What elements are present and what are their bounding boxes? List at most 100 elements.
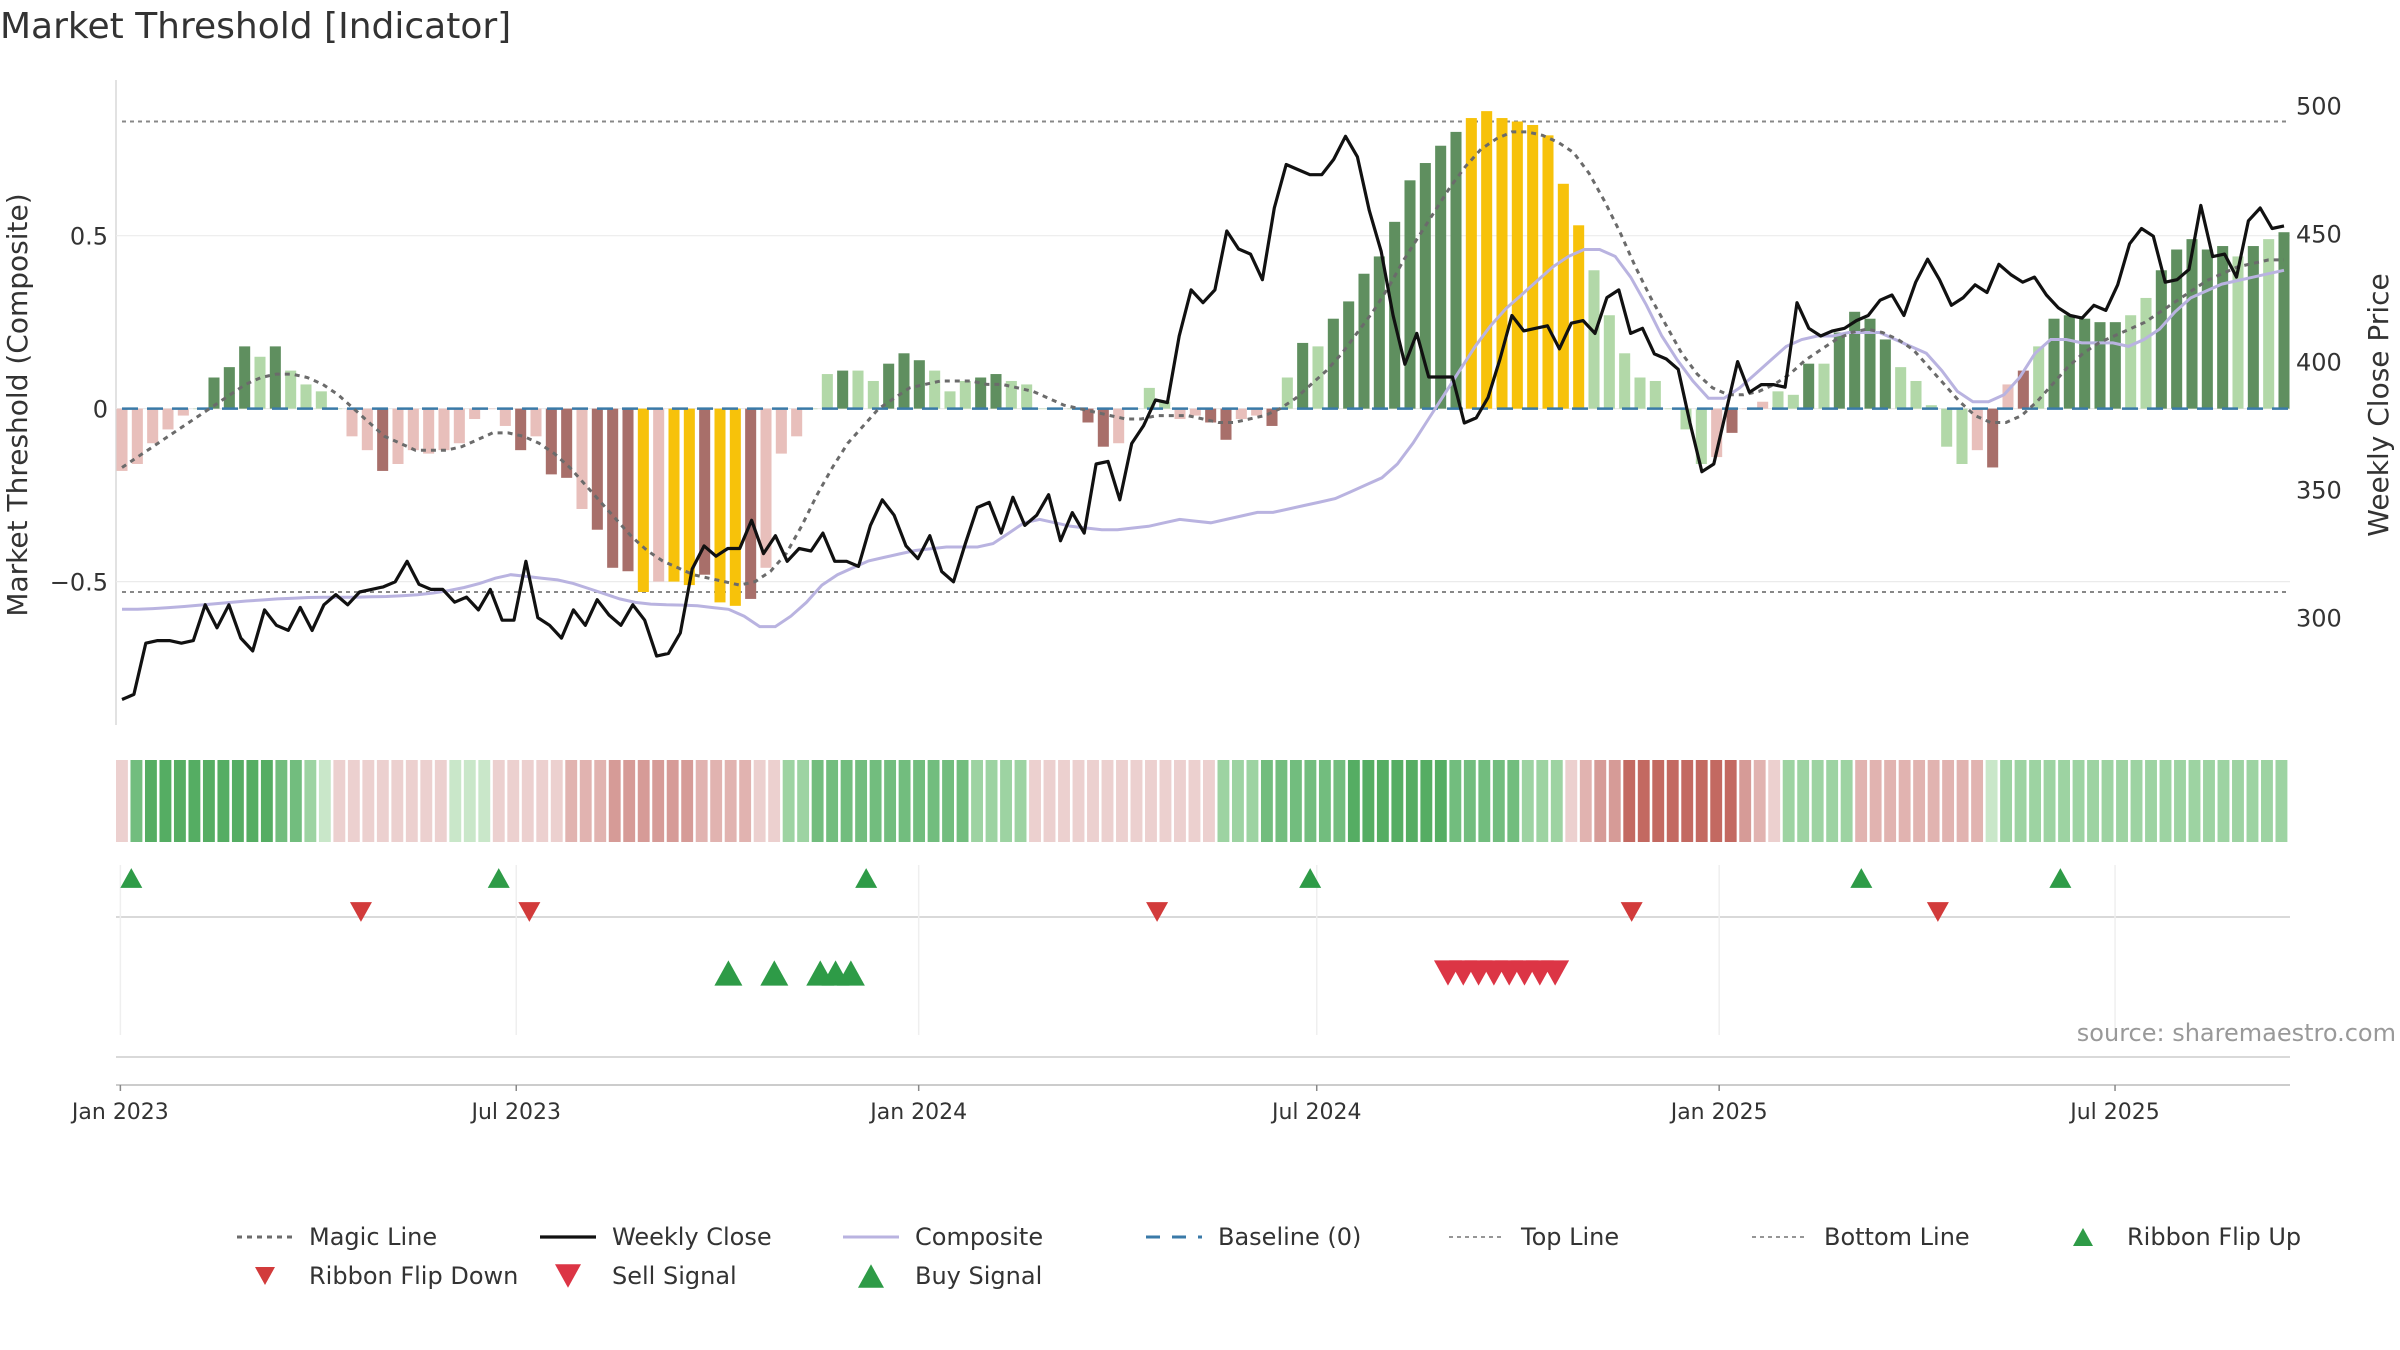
legend-swatch [858, 1264, 884, 1288]
ribbon-cell [1072, 760, 1085, 842]
ribbon-cell [2174, 760, 2186, 842]
ribbon-cell [811, 760, 824, 842]
ribbon-cell [1550, 760, 1563, 842]
composite-bar [1235, 408, 1247, 420]
ribbon-cell [173, 760, 186, 842]
ribbon-cell [347, 760, 360, 842]
ribbon-cell [623, 760, 636, 842]
ribbon-cell [2232, 760, 2244, 842]
composite-bar [2002, 384, 2014, 409]
ribbon-cell [594, 760, 607, 842]
x-tick-label: Jan 2023 [70, 1100, 169, 1125]
composite-bar [668, 408, 680, 582]
ribbon-cell [1043, 760, 1056, 842]
composite-bar [576, 408, 588, 509]
composite-bar [1772, 391, 1784, 409]
ribbon-cell [942, 760, 955, 842]
composite-bar [1665, 408, 1677, 410]
legend-swatch [555, 1264, 581, 1288]
ribbon-cell [768, 760, 781, 842]
composite-bar [729, 408, 741, 606]
legend-label: Sell Signal [612, 1262, 737, 1290]
ribbon-cell [1927, 760, 1940, 842]
composite-bar [1895, 367, 1907, 409]
weekly-close-line [121, 134, 2285, 701]
composite-bar [116, 408, 128, 471]
composite-bar [1879, 339, 1891, 409]
ribbon-cell [1275, 760, 1288, 842]
legend-label: Ribbon Flip Down [309, 1262, 518, 1290]
ribbon-cell [1855, 760, 1868, 842]
legend-item: Baseline (0) [1146, 1223, 1361, 1251]
composite-bar [852, 370, 864, 409]
composite-bar [883, 363, 895, 409]
ribbon-cell [565, 760, 578, 842]
ribbon-cell [681, 760, 694, 842]
legend-item: Top Line [1449, 1223, 1619, 1251]
ribbon-cell [188, 760, 201, 842]
ribbon-cell [1710, 760, 1723, 842]
composite-bar [1281, 377, 1293, 409]
composite-bar [239, 346, 251, 409]
composite-bar [147, 408, 159, 444]
ribbon-flip-down-marker [349, 902, 372, 922]
ribbon-cell [1260, 760, 1273, 842]
composite-bar [269, 346, 281, 409]
ribbon-cell [782, 760, 795, 842]
ribbon-cell [434, 760, 447, 842]
composite-bar [775, 408, 787, 454]
composite-bar [1971, 408, 1983, 451]
composite-bar [530, 408, 542, 437]
ribbon-cell [362, 760, 375, 842]
composite-bar [1925, 405, 1937, 409]
composite-bar [423, 408, 435, 454]
composite-bar [438, 408, 450, 451]
y2-axis-title: Weekly Close Price [2362, 273, 2395, 536]
y2-tick-label: 350 [2296, 477, 2342, 505]
ribbon-cell [1956, 760, 1969, 842]
composite-line [122, 248, 2285, 629]
composite-bar [377, 408, 389, 471]
ribbon-cell [1174, 760, 1186, 842]
ribbon-cell [1666, 760, 1679, 842]
ribbon-cell [1739, 760, 1752, 842]
composite-bar [1404, 180, 1416, 409]
ribbon-cell [1536, 760, 1549, 842]
composite-bar [2017, 370, 2029, 409]
legend-swatch [255, 1267, 275, 1285]
composite-bar [683, 408, 695, 586]
ribbon-cell [1145, 760, 1157, 842]
y2-tick-label: 300 [2296, 605, 2342, 633]
composite-bar [361, 408, 373, 451]
ribbon-cell [956, 760, 969, 842]
ribbon-cell [884, 760, 897, 842]
ribbon-cell [2014, 760, 2027, 842]
ribbon-cell [217, 760, 230, 842]
legend-label: Weekly Close [612, 1223, 772, 1251]
ribbon-cell [2159, 760, 2172, 842]
composite-bar [1818, 363, 1830, 409]
ribbon-cell [1507, 760, 1520, 842]
ribbon-cell [797, 760, 810, 842]
ribbon-cell [1000, 760, 1012, 842]
composite-bar [1174, 408, 1186, 420]
ribbon-cell [1405, 760, 1418, 842]
composite-bar [929, 370, 941, 409]
ribbon-cell [1869, 760, 1882, 842]
composite-bar [2063, 315, 2075, 409]
composite-bar [944, 391, 956, 409]
composite-bar [499, 408, 511, 426]
composite-bar [1619, 353, 1631, 409]
composite-bar [1373, 256, 1385, 409]
composite-bar [791, 408, 803, 437]
composite-bar [1864, 318, 1876, 409]
ribbon-cell [478, 760, 491, 842]
ribbon-flip-down-marker [1926, 902, 1949, 922]
composite-bar [300, 384, 312, 409]
composite-bar [1527, 124, 1539, 409]
ribbon-cell [144, 760, 157, 842]
ribbon-cell [1116, 760, 1128, 842]
ribbon-cell [1608, 760, 1621, 842]
ribbon-cell [1434, 760, 1447, 842]
y-tick-label: −0.5 [50, 569, 108, 597]
